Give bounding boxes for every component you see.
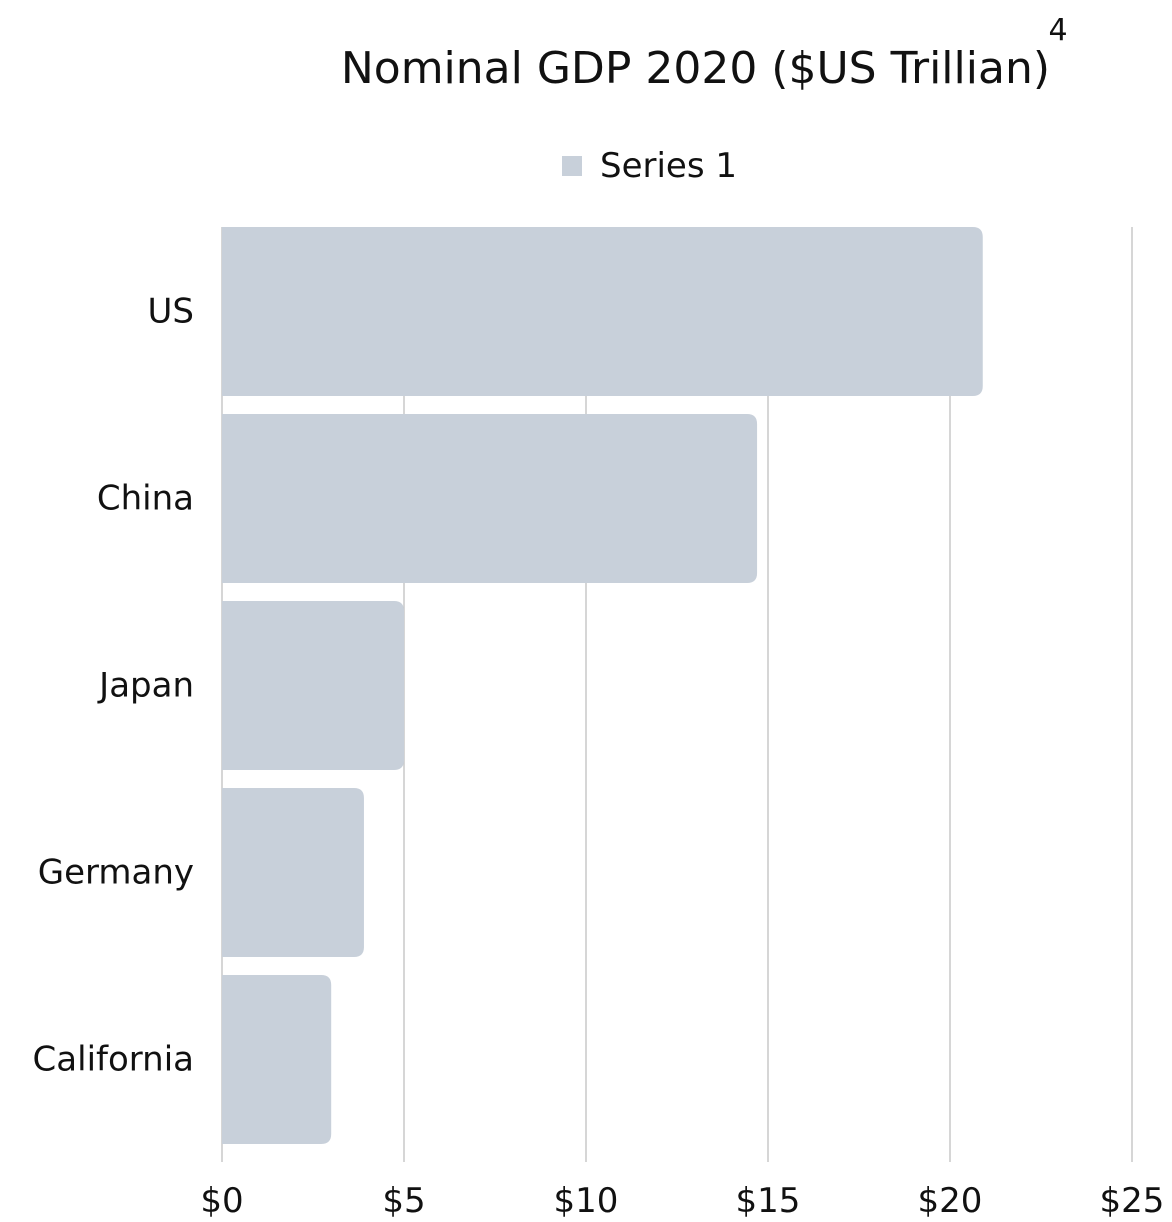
legend-label: Series 1 bbox=[600, 146, 737, 186]
category-labels: US China Japan Germany California bbox=[33, 292, 194, 1080]
x-tick-label-2: $10 bbox=[554, 1181, 619, 1218]
bar-california bbox=[222, 975, 332, 1144]
category-label-us: US bbox=[148, 292, 194, 332]
legend: Series 1 bbox=[562, 146, 737, 186]
bar-us bbox=[222, 227, 983, 396]
x-tick-label-4: $20 bbox=[918, 1181, 983, 1218]
bar-japan bbox=[222, 601, 404, 770]
category-label-china: China bbox=[97, 479, 194, 519]
category-label-japan: Japan bbox=[97, 666, 194, 706]
x-tick-label-1: $5 bbox=[382, 1181, 425, 1218]
x-tick-label-5: $25 bbox=[1100, 1181, 1165, 1218]
chart-title-superscript: 4 bbox=[1048, 13, 1067, 48]
chart-title-group: Nominal GDP 2020 ($US Trillian) 4 bbox=[341, 13, 1068, 94]
category-label-germany: Germany bbox=[38, 853, 194, 893]
category-label-california: California bbox=[33, 1040, 194, 1080]
bar-china bbox=[222, 414, 758, 583]
x-axis-tick-labels: $0 $5 $10 $15 $20 $25 bbox=[200, 1181, 1165, 1221]
legend-swatch bbox=[562, 156, 582, 176]
bar-germany bbox=[222, 788, 364, 957]
x-tick-label-0: $0 bbox=[200, 1181, 243, 1218]
bars bbox=[222, 227, 983, 1144]
x-tick-label-3: $15 bbox=[736, 1181, 801, 1218]
chart-title: Nominal GDP 2020 ($US Trillian) bbox=[341, 43, 1050, 94]
